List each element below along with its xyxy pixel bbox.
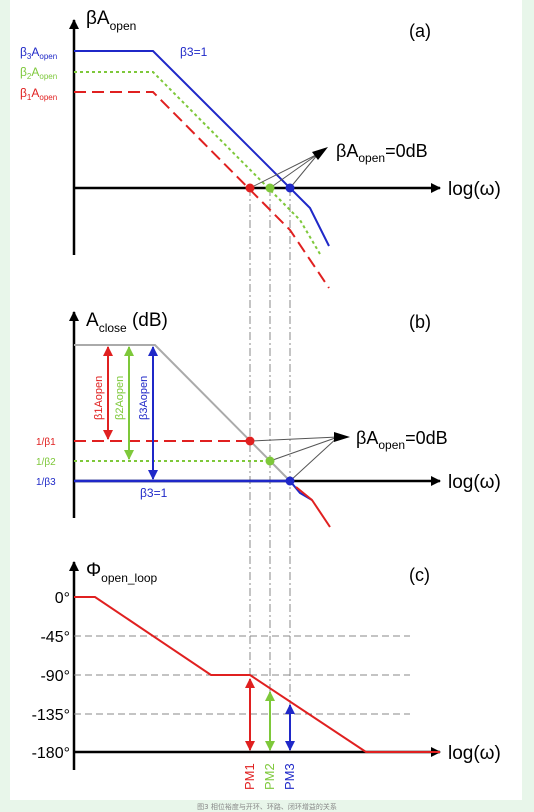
- panel-c-x-label: log(ω): [448, 743, 501, 764]
- panel-a-annotation-leaders: [249, 153, 319, 189]
- panel-a-crossing-beta1: [245, 183, 255, 193]
- beta2-aopen-vertical-label: β2Aopen: [114, 376, 126, 420]
- beta3-curve: [74, 50, 330, 247]
- panel-b-annotation-leaders: [249, 436, 339, 482]
- panel-b-tag: (b): [409, 312, 431, 332]
- panel-b-crossing-beta2: [265, 456, 275, 466]
- tick-minus180deg: -180°: [32, 745, 70, 762]
- beta3-open-label: β3Aopen: [20, 45, 57, 61]
- panel-b-crossing-beta3: [285, 476, 295, 486]
- tick-minus45deg: -45°: [40, 629, 70, 646]
- beta3-aopen-vertical-label: β3Aopen: [138, 376, 150, 420]
- panel-b: Aclose (dB) (b) log(ω) 1/β1 1/β2 1/β3 β1…: [36, 310, 501, 528]
- panel-a: βAopen (a) log(ω) β3Aopen β2Aopen β1Aope…: [20, 8, 501, 289]
- panel-a-tag: (a): [409, 21, 431, 41]
- panel-a-beta3-eq: β3=1: [180, 45, 208, 59]
- vertical-guides: [249, 188, 291, 752]
- panel-b-x-label: log(ω): [448, 472, 501, 493]
- panel-a-crossing-beta2: [265, 183, 275, 193]
- bode-diagram: βAopen (a) log(ω) β3Aopen β2Aopen β1Aope…: [20, 8, 501, 790]
- beta2-curve: [74, 71, 321, 255]
- tick-0deg: 0°: [55, 590, 70, 607]
- panel-b-annotation: βAopen=0dB: [356, 428, 448, 452]
- closed-loop-gray-curve: [74, 344, 291, 482]
- inv-beta1-label: 1/β1: [36, 437, 56, 448]
- pm3-label: PM3: [282, 763, 297, 790]
- tick-minus90deg: -90°: [40, 668, 70, 685]
- panel-c-tag: (c): [409, 565, 430, 585]
- inv-beta2-label: 1/β2: [36, 457, 56, 468]
- panel-c: Φopen_loop (c) log(ω) 0° -45° -90° -135°…: [32, 560, 501, 790]
- pm2-label: PM2: [262, 763, 277, 790]
- beta1-curve: [74, 91, 330, 289]
- beta1-aopen-vertical-label: β1Aopen: [93, 376, 105, 420]
- panel-b-beta3-eq: β3=1: [140, 486, 168, 500]
- panel-b-tail-red: [295, 486, 331, 528]
- beta1-open-label: β1Aopen: [20, 86, 57, 102]
- beta2-open-label: β2Aopen: [20, 65, 57, 81]
- panel-b-y-axis-label: Aclose (dB): [86, 310, 168, 335]
- panel-a-y-axis-label: βAopen: [86, 8, 136, 33]
- panel-a-x-label: log(ω): [448, 179, 501, 200]
- panel-b-crossing-beta1: [245, 436, 255, 446]
- phase-curve: [74, 596, 440, 753]
- panel-b-annotation-arrowhead: [334, 432, 350, 442]
- panel-a-crossing-beta3: [285, 183, 295, 193]
- pm1-label: PM1: [242, 763, 257, 790]
- panel-c-y-axis-label: Φopen_loop: [86, 560, 158, 585]
- tick-minus135deg: -135°: [32, 707, 70, 724]
- figure-panel: βAopen (a) log(ω) β3Aopen β2Aopen β1Aope…: [10, 0, 522, 800]
- inv-beta3-label: 1/β3: [36, 477, 56, 488]
- panel-a-annotation: βAopen=0dB: [336, 141, 428, 165]
- figure-caption: 图3 相位裕度与开环、环路、闭环增益的关系: [197, 803, 337, 811]
- panel-a-annotation-arrowhead: [312, 147, 328, 160]
